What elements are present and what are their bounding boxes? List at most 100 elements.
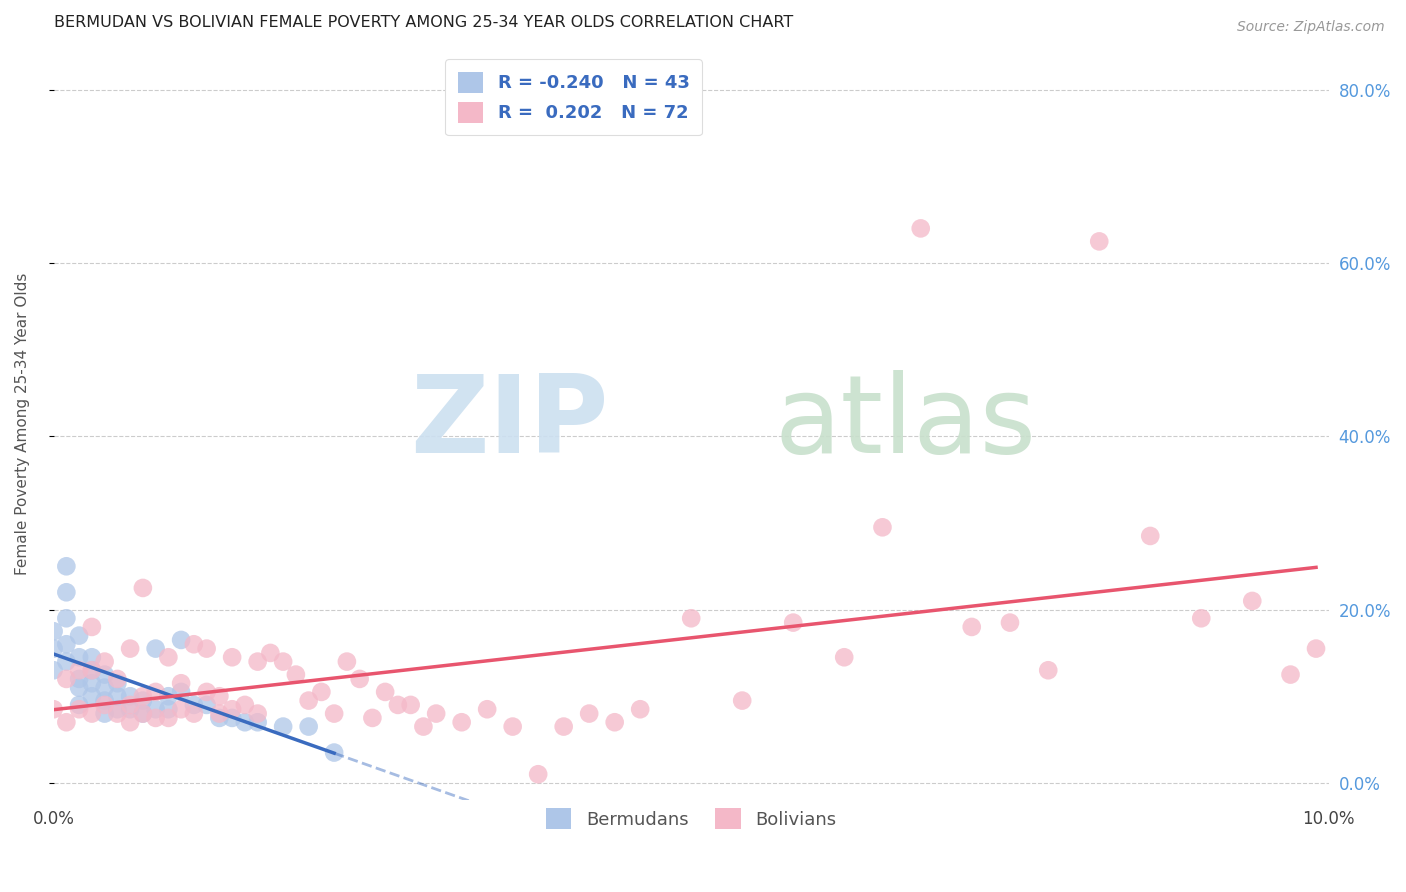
Point bbox=[145, 685, 167, 699]
Point bbox=[105, 672, 128, 686]
Point bbox=[425, 706, 447, 721]
Point bbox=[1305, 641, 1327, 656]
Point bbox=[195, 685, 218, 699]
Point bbox=[105, 706, 128, 721]
Point bbox=[450, 715, 472, 730]
Point bbox=[67, 702, 90, 716]
Point bbox=[67, 663, 90, 677]
Point bbox=[120, 702, 142, 716]
Point bbox=[731, 693, 754, 707]
Point bbox=[628, 702, 651, 716]
Point bbox=[42, 702, 65, 716]
Point bbox=[93, 693, 115, 707]
Point bbox=[67, 681, 90, 695]
Point bbox=[195, 641, 218, 656]
Point bbox=[120, 690, 142, 704]
Point bbox=[910, 221, 932, 235]
Point bbox=[298, 693, 321, 707]
Text: BERMUDAN VS BOLIVIAN FEMALE POVERTY AMONG 25-34 YEAR OLDS CORRELATION CHART: BERMUDAN VS BOLIVIAN FEMALE POVERTY AMON… bbox=[53, 15, 793, 30]
Point bbox=[323, 746, 346, 760]
Point bbox=[105, 676, 128, 690]
Point bbox=[271, 720, 294, 734]
Point bbox=[998, 615, 1021, 630]
Point bbox=[221, 702, 243, 716]
Point bbox=[782, 615, 804, 630]
Point bbox=[80, 620, 103, 634]
Point bbox=[1139, 529, 1161, 543]
Point bbox=[311, 685, 333, 699]
Text: Source: ZipAtlas.com: Source: ZipAtlas.com bbox=[1237, 20, 1385, 34]
Point bbox=[170, 632, 193, 647]
Text: ZIP: ZIP bbox=[409, 370, 609, 476]
Point bbox=[67, 672, 90, 686]
Point bbox=[399, 698, 422, 712]
Point bbox=[132, 581, 155, 595]
Point bbox=[120, 715, 142, 730]
Point bbox=[55, 559, 77, 574]
Point bbox=[246, 715, 269, 730]
Point bbox=[93, 681, 115, 695]
Point bbox=[183, 706, 205, 721]
Point bbox=[336, 655, 359, 669]
Point bbox=[960, 620, 983, 634]
Point bbox=[42, 641, 65, 656]
Point bbox=[412, 720, 434, 734]
Point bbox=[361, 711, 384, 725]
Point bbox=[233, 698, 256, 712]
Point bbox=[502, 720, 524, 734]
Point bbox=[183, 637, 205, 651]
Point bbox=[603, 715, 626, 730]
Point bbox=[221, 650, 243, 665]
Point bbox=[80, 650, 103, 665]
Point bbox=[259, 646, 281, 660]
Point bbox=[170, 702, 193, 716]
Legend: Bermudans, Bolivians: Bermudans, Bolivians bbox=[538, 801, 844, 837]
Point bbox=[578, 706, 600, 721]
Point bbox=[323, 706, 346, 721]
Point bbox=[157, 650, 180, 665]
Point bbox=[183, 698, 205, 712]
Point bbox=[195, 698, 218, 712]
Point bbox=[157, 690, 180, 704]
Point bbox=[271, 655, 294, 669]
Point bbox=[67, 698, 90, 712]
Point bbox=[1189, 611, 1212, 625]
Point bbox=[208, 711, 231, 725]
Point bbox=[93, 698, 115, 712]
Point bbox=[67, 650, 90, 665]
Point bbox=[120, 698, 142, 712]
Point bbox=[872, 520, 894, 534]
Point bbox=[55, 655, 77, 669]
Point bbox=[475, 702, 498, 716]
Point bbox=[832, 650, 855, 665]
Point bbox=[157, 702, 180, 716]
Text: atlas: atlas bbox=[775, 370, 1036, 476]
Point bbox=[374, 685, 396, 699]
Point bbox=[170, 685, 193, 699]
Point bbox=[233, 715, 256, 730]
Point bbox=[145, 702, 167, 716]
Point bbox=[80, 706, 103, 721]
Point bbox=[527, 767, 550, 781]
Point bbox=[284, 667, 307, 681]
Point bbox=[221, 711, 243, 725]
Point bbox=[157, 711, 180, 725]
Point bbox=[55, 611, 77, 625]
Point bbox=[132, 706, 155, 721]
Point bbox=[80, 663, 103, 677]
Point bbox=[246, 655, 269, 669]
Point bbox=[246, 706, 269, 721]
Point bbox=[1241, 594, 1264, 608]
Point bbox=[80, 690, 103, 704]
Point bbox=[349, 672, 371, 686]
Point bbox=[387, 698, 409, 712]
Point bbox=[1279, 667, 1302, 681]
Point bbox=[55, 637, 77, 651]
Point bbox=[298, 720, 321, 734]
Point bbox=[80, 663, 103, 677]
Point bbox=[105, 702, 128, 716]
Point bbox=[55, 672, 77, 686]
Point bbox=[145, 711, 167, 725]
Point bbox=[55, 715, 77, 730]
Point bbox=[145, 641, 167, 656]
